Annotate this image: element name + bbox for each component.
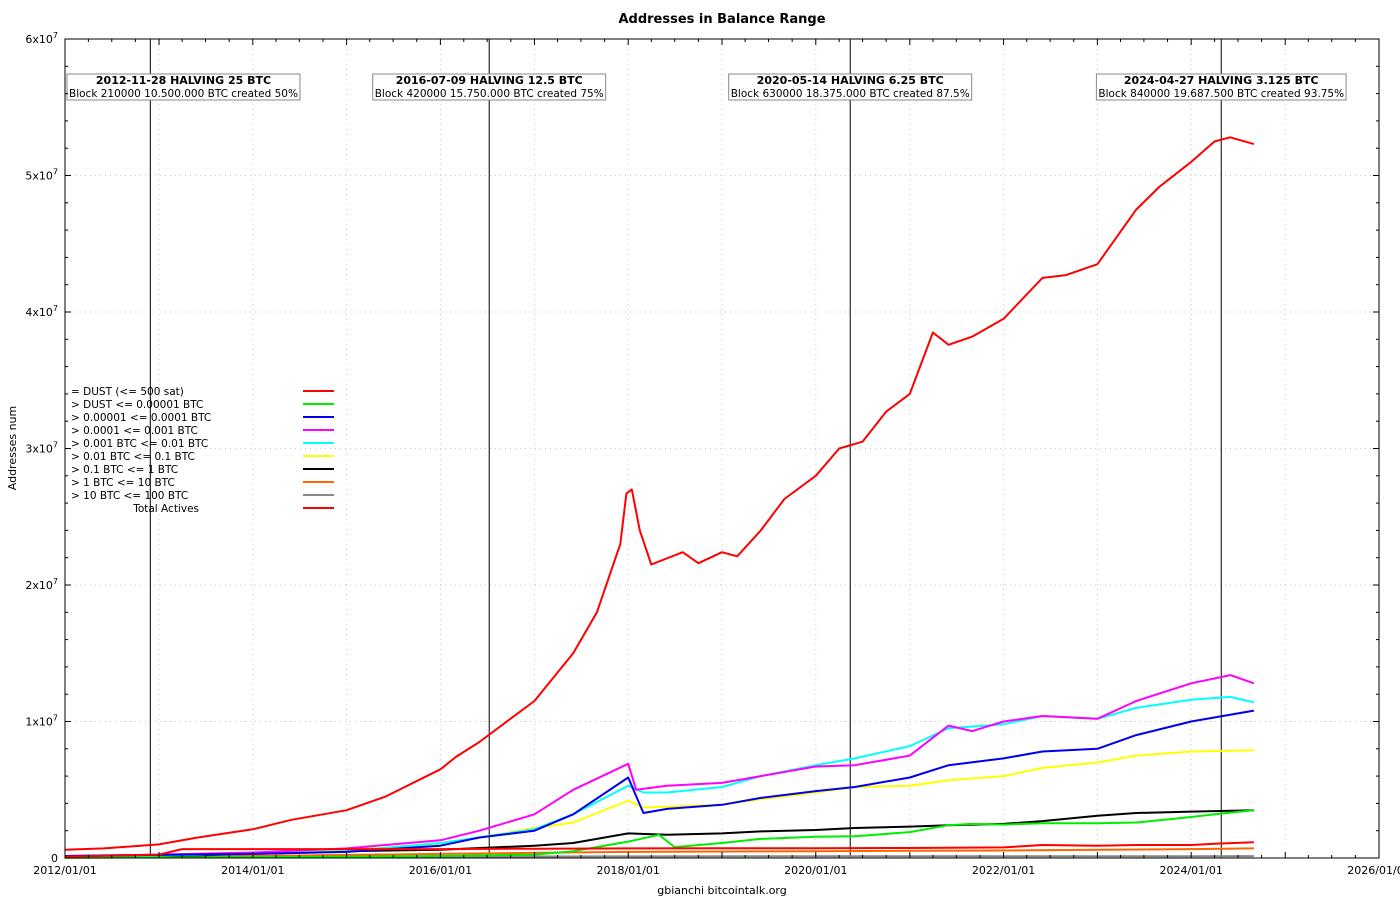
legend-label: = DUST (<= 500 sat): [71, 386, 184, 398]
legend: = DUST (<= 500 sat)> DUST <= 0.00001 BTC…: [71, 386, 334, 515]
series-line: [64, 709, 1255, 857]
y-tick-label: 0: [51, 852, 58, 865]
series-line: [64, 841, 1254, 858]
annotation-title: 2012-11-28 HALVING 25 BTC: [96, 74, 271, 87]
x-tick-label: 2018/01/01: [597, 864, 660, 877]
legend-label: > 0.01 BTC <= 0.1 BTC: [71, 451, 195, 463]
annotation-box: [728, 73, 973, 101]
legend-label: > 0.00001 <= 0.0001 BTC: [71, 412, 211, 424]
annotation-title: 2016-07-09 HALVING 12.5 BTC: [396, 74, 583, 87]
x-axis-label: gbianchi bitcointalk.org: [657, 884, 786, 897]
annotation-box: [1095, 73, 1347, 101]
annotation-detail: Block 420000 15.750.000 BTC created 75%: [375, 88, 604, 100]
annotation-detail: Block 630000 18.375.000 BTC created 87.5…: [731, 88, 970, 100]
legend-label: > 10 BTC <= 100 BTC: [71, 490, 188, 502]
series-line: [64, 674, 1255, 857]
series-line: [64, 695, 1255, 858]
legend-label: > 0.1 BTC <= 1 BTC: [71, 464, 178, 476]
legend-label: > 0.0001 <= 0.001 BTC: [71, 425, 198, 437]
legend-label: > 1 BTC <= 10 BTC: [71, 477, 175, 489]
y-tick-label: 5x107: [25, 168, 58, 183]
plot-frame: [64, 38, 1380, 859]
x-axis-ticks: 2012/01/01 2014/01/01 2016/01/01 2018/01/01…: [33, 39, 1400, 877]
y-tick-label: 6x107: [25, 31, 58, 46]
chart-title: Addresses in Balance Range: [618, 12, 825, 27]
y-tick-label: 2x107: [25, 577, 58, 592]
grid: [65, 39, 1380, 858]
legend-label: Total Actives: [132, 503, 199, 515]
y-axis-label: Addresses num: [6, 406, 19, 490]
series-line: [64, 809, 1255, 859]
x-tick-label: 2014/01/01: [221, 864, 284, 877]
annotation-detail: Block 210000 10.500.000 BTC created 50%: [69, 88, 298, 100]
x-tick-label: 2012/01/01: [33, 864, 96, 877]
x-tick-label: 2026/01/01: [1347, 864, 1400, 877]
annotation-title: 2024-04-27 HALVING 3.125 BTC: [1124, 74, 1319, 87]
annotation-box: [372, 73, 607, 101]
x-tick-label: 2024/01/01: [1159, 864, 1222, 877]
y-tick-label: 1x107: [25, 714, 58, 729]
annotation-detail: Block 840000 19.687.500 BTC created 93.7…: [1098, 88, 1344, 100]
legend-label: > DUST <= 0.00001 BTC: [71, 399, 203, 411]
x-tick-label: 2020/01/01: [784, 864, 847, 877]
legend-label: > 0.001 BTC <= 0.01 BTC: [71, 438, 208, 450]
annotation-box: [66, 73, 301, 101]
series-line: [64, 136, 1255, 851]
y-axis-ticks: 0 1x107 2x107 3x107 4x107 5x107 6x107: [25, 31, 1379, 865]
x-tick-label: 2022/01/01: [972, 864, 1035, 877]
y-tick-label: 4x107: [25, 304, 58, 319]
x-tick-label: 2016/01/01: [409, 864, 472, 877]
series-lines: [64, 136, 1255, 859]
series-line: [64, 847, 1254, 859]
halving-lines: [149, 39, 1222, 858]
series-line: [64, 749, 1254, 858]
y-tick-label: 3x107: [25, 441, 58, 456]
annotation-title: 2020-05-14 HALVING 6.25 BTC: [757, 74, 944, 87]
